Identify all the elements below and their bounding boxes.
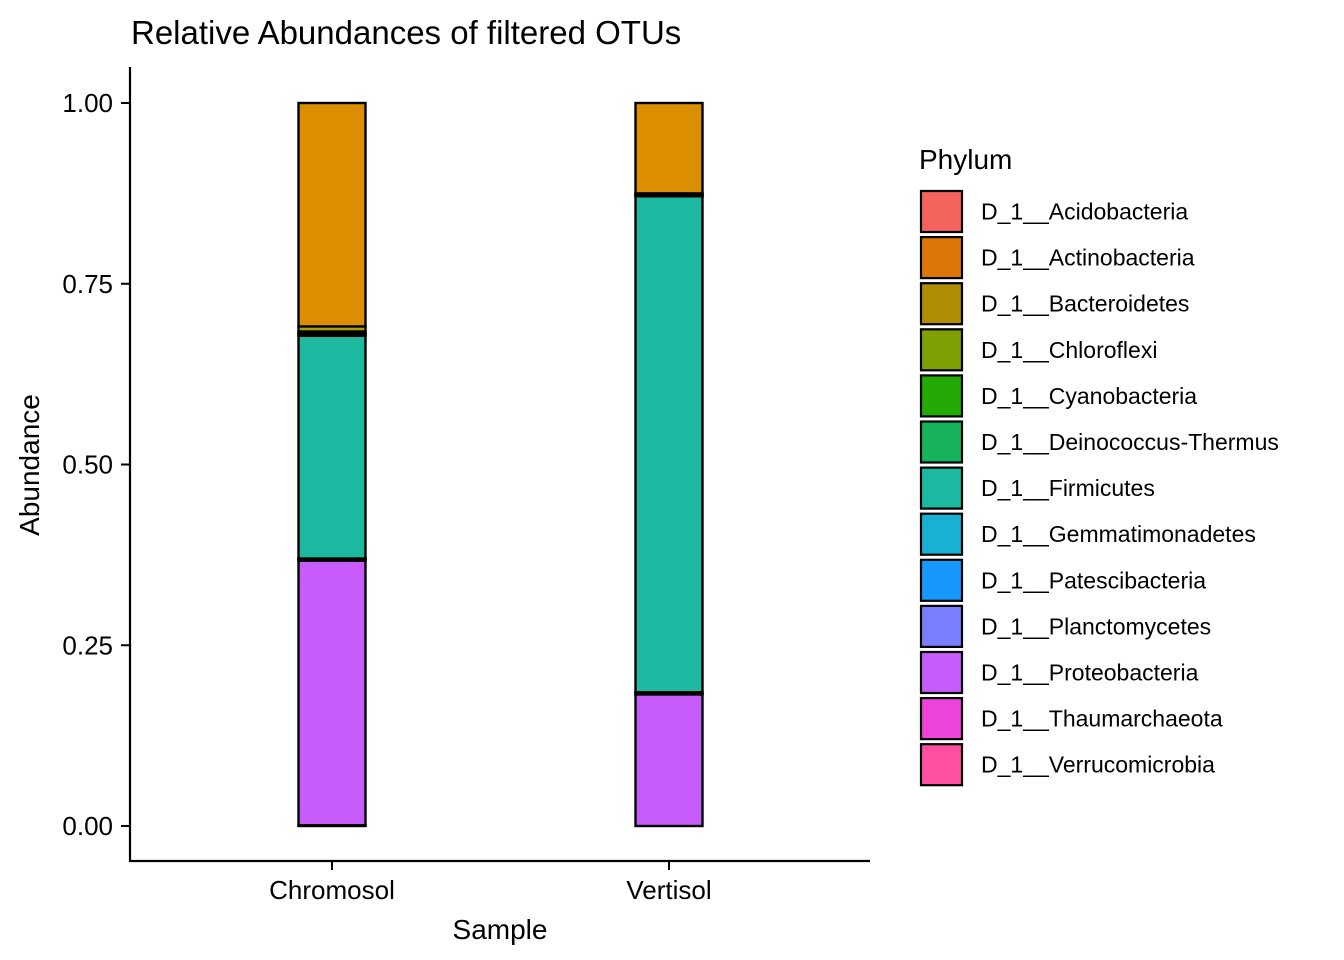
y-ticks: 0.00 0.25 0.50 0.75 1.00 [62, 88, 130, 841]
x-ticks: Chromosol Vertisol [269, 861, 712, 905]
legend-title: Phylum [919, 144, 1012, 175]
legend-key-d1bacteroidetes [919, 282, 964, 326]
legend-label: D_1__Patescibacteria [981, 567, 1206, 593]
legend-key-d1firmicutes [919, 466, 964, 510]
y-tick-label: 0.25 [62, 630, 113, 660]
x-tick-label: Chromosol [269, 875, 395, 905]
legend-label: D_1__Verrucomicrobia [981, 752, 1215, 778]
x-axis-title: Sample [453, 914, 548, 945]
legend-key-d1planctomycetes [919, 604, 964, 649]
legend-key-d1thaumarchaeota [919, 696, 964, 741]
legend-label: D_1__Proteobacteria [981, 660, 1199, 686]
chart-title: Relative Abundances of filtered OTUs [131, 14, 681, 51]
legend-label: D_1__Bacteroidetes [981, 291, 1189, 317]
legend-key-d1acidobacteria [919, 189, 964, 234]
legend-key-d1patescibacteria [919, 558, 964, 602]
plot-area: 0.00 0.25 0.50 0.75 1.00 Chromosol Vertisol [62, 67, 870, 905]
legend-key-d1gemmatimonadetes [919, 512, 964, 556]
legend-label: D_1__Actinobacteria [981, 245, 1195, 271]
legend-label: D_1__Cyanobacteria [981, 383, 1197, 409]
legend-label: D_1__Thaumarchaeota [981, 706, 1223, 732]
legend-label: D_1__Acidobacteria [981, 199, 1188, 225]
legend-label: D_1__Gemmatimonadetes [981, 521, 1256, 547]
legend-key-d1actinobacteria [919, 236, 964, 280]
bar-segment-vertisol-d1actinobacteria [634, 101, 704, 195]
legend-key-d1verrucomicrobia [919, 743, 964, 787]
legend-items: D_1__Acidobacteria D_1__Actinobacteria D_1… [919, 189, 1279, 787]
bar-segment-vertisol-d1proteobacteria [634, 693, 704, 828]
legend-key-d1deinococcus-thermus [919, 420, 964, 464]
legend-label: D_1__Chloroflexi [981, 337, 1157, 363]
bar-segment-vertisol-d1firmicutes [634, 195, 704, 694]
y-axis-title: Abundance [14, 394, 45, 536]
y-tick-label: 0.00 [62, 811, 113, 841]
legend: Phylum D_1__Acidobacteria D_1__Actinobact… [919, 144, 1279, 787]
legend-label: D_1__Deinococcus-Thermus [981, 429, 1279, 455]
bars-layer [297, 101, 704, 828]
legend-key-d1proteobacteria [919, 650, 964, 695]
bar-segment-chromosol-d1proteobacteria [297, 559, 367, 827]
x-tick-label: Vertisol [626, 875, 711, 905]
y-tick-label: 0.75 [62, 269, 113, 299]
legend-key-d1cyanobacteria [919, 374, 964, 418]
bar-segment-chromosol-d1actinobacteria [297, 101, 367, 328]
legend-label: D_1__Planctomycetes [981, 613, 1211, 639]
bar-segment-chromosol-d1firmicutes [297, 334, 367, 560]
y-tick-label: 1.00 [62, 88, 113, 118]
legend-key-d1chloroflexi [919, 328, 964, 372]
legend-label: D_1__Firmicutes [981, 475, 1155, 501]
y-tick-label: 0.50 [62, 450, 113, 480]
